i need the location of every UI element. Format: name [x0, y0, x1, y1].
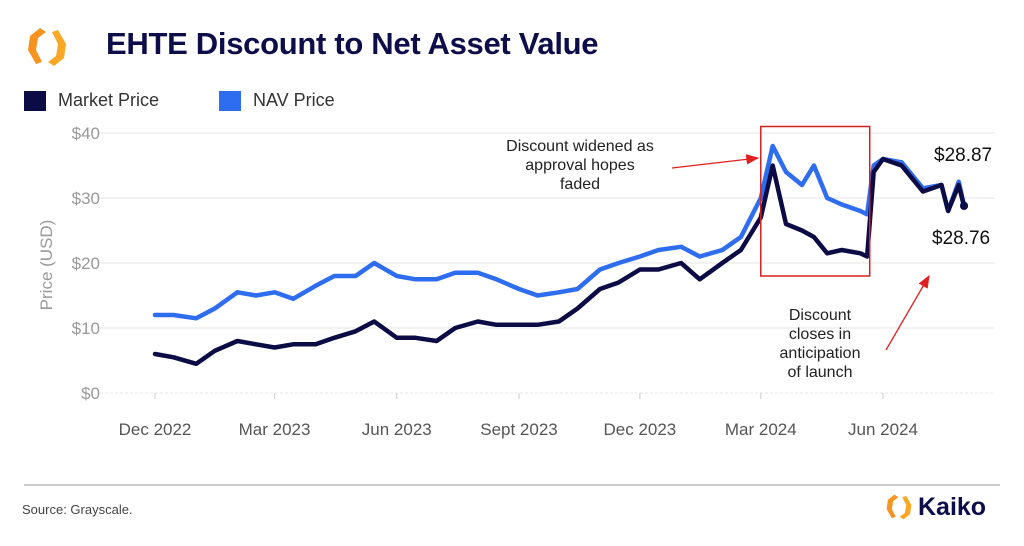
annotation-closes: Discount closes in anticipation of launc…	[770, 306, 870, 382]
kaiko-brand: Kaiko	[884, 492, 986, 522]
legend-swatch-nav	[219, 90, 241, 111]
annotation-line: of launch	[787, 364, 853, 381]
x-tick-label: Jun 2024	[848, 420, 918, 439]
gridlines	[100, 132, 995, 394]
orange-hexagon-logo-icon	[28, 28, 66, 66]
annotation-arrow-closes	[885, 274, 930, 351]
x-tick-label: Mar 2024	[725, 420, 797, 439]
source-note: Source: Grayscale.	[22, 502, 133, 517]
annotation-line: Discount	[788, 307, 852, 324]
x-tick-label: Jun 2023	[362, 420, 432, 439]
annotation-widened: Discount widened as approval hopes faded	[488, 137, 672, 194]
end-label-nav: $28.87	[934, 145, 993, 166]
x-tick-label: Sept 2023	[480, 420, 558, 439]
y-tick-label: $30	[72, 189, 100, 208]
legend-item-market: Market Price	[24, 90, 159, 111]
y-axis-label: Price (USD)	[37, 220, 56, 311]
legend-swatch-market	[24, 90, 46, 111]
y-ticks: $0 $10 $20 $30 $40	[72, 124, 100, 403]
y-tick-label: $40	[72, 124, 100, 143]
footer-divider	[24, 484, 1000, 486]
x-tick-label: Mar 2023	[239, 420, 311, 439]
annotation-line: closes in	[788, 326, 852, 343]
y-tick-label: $0	[81, 384, 100, 403]
legend-item-nav: NAV Price	[219, 90, 335, 111]
annotation-arrow-widened	[671, 154, 760, 169]
annotation-line: approval hopes	[525, 157, 635, 174]
x-tick-label: Dec 2022	[119, 420, 192, 439]
y-tick-label: $10	[72, 319, 100, 338]
annotation-line: anticipation	[779, 345, 861, 362]
legend-label-nav: NAV Price	[253, 90, 335, 110]
y-tick-label: $20	[72, 254, 100, 273]
kaiko-wordmark: Kaiko	[918, 492, 987, 521]
x-ticks: Dec 2022 Mar 2023 Jun 2023 Sept 2023 Dec 202…	[119, 393, 918, 439]
legend-label-market: Market Price	[58, 90, 160, 110]
annotation-line: Discount widened as	[506, 138, 654, 155]
kaiko-logo-icon	[886, 494, 912, 520]
market-price-end-point	[960, 202, 969, 211]
x-tick-label: Dec 2023	[603, 420, 676, 439]
highlight-box	[760, 125, 871, 277]
logo	[24, 24, 70, 75]
end-label-market: $28.76	[932, 228, 991, 249]
page-title: EHTE Discount to Net Asset Value	[106, 26, 599, 61]
annotation-line: faded	[559, 176, 601, 193]
